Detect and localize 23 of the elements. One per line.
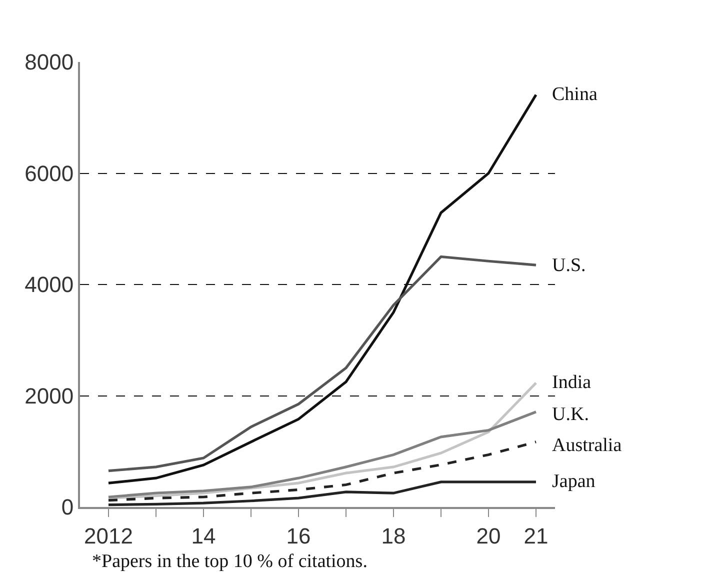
line-series bbox=[107, 255, 538, 472]
y-tick-label: 8000 bbox=[24, 50, 74, 75]
x-tick-label: 20 bbox=[476, 523, 501, 548]
y-tick-label: 2000 bbox=[24, 383, 74, 408]
series-label: India bbox=[552, 372, 592, 393]
series-label: U.S. bbox=[552, 255, 586, 276]
x-tick-label: 16 bbox=[286, 523, 311, 548]
x-tick-label: 14 bbox=[191, 523, 216, 548]
line-series bbox=[107, 480, 538, 506]
series-label: Japan bbox=[552, 471, 596, 492]
series-label: China bbox=[552, 84, 598, 105]
y-tick-label: 6000 bbox=[24, 160, 74, 186]
text: *Papers in the top 10 % of citations. bbox=[92, 551, 368, 572]
x-tick-label: 18 bbox=[381, 523, 406, 548]
series-label: U.K. bbox=[552, 404, 589, 425]
line-series bbox=[107, 382, 538, 500]
x-tick-label: 21 bbox=[524, 523, 548, 548]
y-tick-label: 0 bbox=[61, 494, 74, 520]
line-series bbox=[107, 410, 538, 498]
y-tick-label: 4000 bbox=[24, 272, 74, 298]
series-label: Australia bbox=[552, 435, 622, 456]
line-series bbox=[107, 440, 538, 502]
x-tick-label: 2012 bbox=[84, 523, 133, 548]
